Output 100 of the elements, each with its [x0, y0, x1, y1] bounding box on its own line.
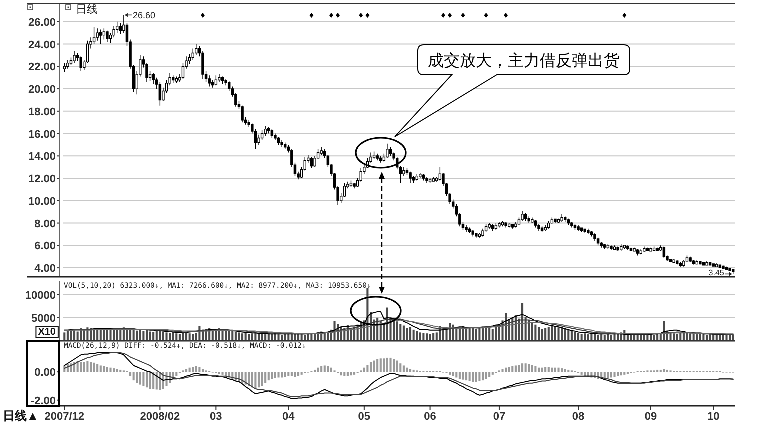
- candlestick: [590, 230, 594, 238]
- y-tick-label: 6.00: [34, 240, 56, 253]
- candlestick: [718, 264, 722, 268]
- x-tick-label: 2008/02: [140, 411, 180, 423]
- bar: [288, 372, 290, 376]
- bar: [610, 372, 612, 378]
- candlestick: [73, 50, 76, 64]
- bar: [83, 362, 86, 372]
- candlestick: [686, 255, 689, 263]
- bar: [162, 332, 164, 341]
- candlestick: [280, 140, 284, 148]
- bar: [580, 372, 583, 375]
- candlestick: [574, 224, 577, 230]
- bar: [284, 372, 286, 378]
- candlestick: [725, 266, 728, 271]
- x-tick-label: 09: [644, 411, 658, 423]
- bar: [554, 368, 556, 372]
- bar: [188, 368, 191, 372]
- bar: [327, 366, 330, 372]
- candlestick: [596, 237, 600, 246]
- y-tick-label: 8.00: [34, 218, 56, 230]
- bar: [478, 372, 481, 382]
- x-tick-label: 05: [358, 411, 371, 423]
- bar: [492, 329, 494, 341]
- bar: [298, 372, 300, 376]
- bar: [152, 332, 155, 341]
- x-tick-label: 07: [493, 411, 506, 423]
- bar: [406, 328, 408, 341]
- candlestick: [540, 226, 544, 233]
- candlestick: [380, 156, 382, 164]
- candlestick: [102, 28, 106, 40]
- bar: [600, 334, 603, 341]
- bar: [574, 332, 576, 341]
- bar: [531, 365, 534, 372]
- bar: [544, 328, 547, 341]
- candlestick: [310, 156, 314, 169]
- bar: [475, 372, 478, 382]
- bar: [390, 358, 392, 372]
- bar: [614, 372, 616, 378]
- bar: [620, 372, 622, 376]
- bar: [198, 367, 201, 372]
- candlestick: [208, 75, 211, 88]
- y-tick-label: 26.00: [28, 16, 56, 29]
- candlestick: [106, 30, 109, 42]
- candlestick: [409, 171, 412, 184]
- candlestick: [432, 177, 435, 182]
- bar: [300, 372, 303, 375]
- y-tick-label: 4.00: [34, 263, 56, 276]
- bar: [412, 370, 415, 372]
- bar: [449, 372, 452, 375]
- candlestick: [570, 222, 574, 228]
- bar: [528, 364, 530, 372]
- bar: [676, 334, 678, 341]
- y-tick-label: 22.00: [28, 62, 56, 74]
- bar: [222, 372, 224, 375]
- candlestick: [550, 217, 554, 225]
- bar: [320, 366, 323, 372]
- candlestick: [524, 212, 528, 222]
- x-tick-label: 08: [572, 411, 585, 423]
- bar: [597, 335, 600, 341]
- bar: [234, 332, 237, 341]
- annotation: 26.60: [132, 10, 156, 21]
- bar: [673, 334, 676, 341]
- bar: [452, 372, 454, 376]
- candlestick: [284, 142, 287, 150]
- bar: [690, 334, 692, 341]
- bar: [354, 372, 356, 375]
- bar: [475, 329, 478, 341]
- bar: [136, 330, 138, 341]
- bar: [113, 368, 116, 372]
- bar: [149, 332, 152, 341]
- candlestick: [221, 76, 224, 85]
- bar: [176, 334, 178, 341]
- bar: [149, 372, 152, 390]
- bar: [666, 370, 668, 372]
- bar: [100, 366, 102, 372]
- bar: [524, 364, 527, 372]
- y-tick-label: 20.00: [28, 84, 56, 96]
- y-tick-label: -2.00: [30, 395, 56, 408]
- bar: [90, 362, 92, 372]
- bar: [614, 334, 616, 341]
- bar: [132, 372, 135, 381]
- bar: [541, 329, 544, 341]
- candlestick: [116, 22, 119, 34]
- candlestick: [702, 262, 706, 266]
- bar: [502, 369, 504, 372]
- candlestick: [270, 128, 274, 139]
- candlestick: [389, 146, 392, 157]
- bar: [472, 328, 474, 341]
- candlestick: [620, 244, 623, 252]
- bar: [195, 366, 198, 372]
- candlestick: [96, 28, 99, 42]
- candlestick: [534, 220, 538, 228]
- bar: [692, 334, 695, 341]
- y-tick-label: 10.00: [28, 196, 56, 208]
- candlestick: [682, 260, 686, 268]
- bar: [492, 372, 494, 375]
- bar: [466, 372, 468, 381]
- bar: [294, 334, 296, 341]
- bar: [505, 368, 508, 372]
